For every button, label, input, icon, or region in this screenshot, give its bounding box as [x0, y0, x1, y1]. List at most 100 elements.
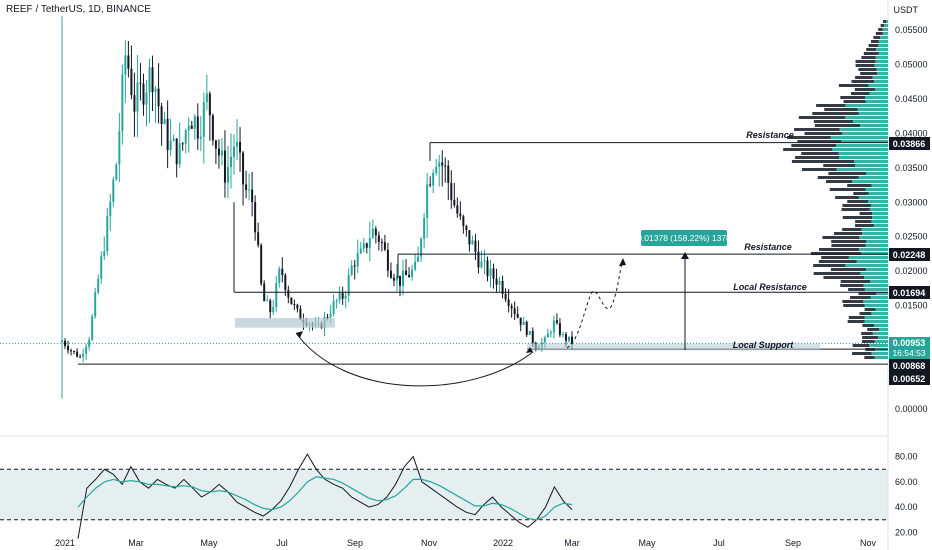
candle-body	[483, 260, 486, 262]
candle-body	[172, 138, 175, 141]
candle-body	[462, 216, 465, 226]
candle-body	[229, 156, 232, 167]
vp-bar-down	[840, 280, 871, 283]
vp-bar-down	[842, 300, 864, 303]
candle-body	[299, 308, 302, 320]
vp-bar-up	[865, 188, 888, 191]
vp-bar-down	[842, 216, 873, 219]
vp-bar-down	[797, 140, 842, 143]
vp-bar-up	[870, 204, 888, 207]
candle-body	[88, 339, 91, 347]
cup-arc	[295, 332, 534, 387]
vp-bar-down	[795, 156, 840, 159]
candle-body	[118, 131, 121, 165]
candle-body	[260, 245, 263, 284]
vp-bar-down	[823, 164, 856, 167]
candle-body	[507, 299, 510, 306]
vp-bar-down	[868, 44, 879, 47]
candle-body	[495, 278, 498, 285]
rsi-tick: 40.00	[895, 502, 918, 512]
vp-bar-down	[835, 196, 859, 199]
vp-bar-down	[804, 132, 843, 135]
vp-bar-up	[838, 152, 888, 155]
vp-bar-up	[830, 136, 888, 139]
price-tick: 0.05500	[895, 25, 928, 35]
vp-bar-up	[869, 208, 888, 211]
projection-path	[566, 261, 623, 349]
vp-bar-down	[862, 324, 875, 327]
vp-bar-up	[876, 68, 888, 71]
candle-body	[82, 353, 85, 357]
vp-bar-up	[875, 60, 888, 63]
candle-body	[341, 292, 344, 299]
vp-bar-down	[859, 312, 872, 315]
candle-body	[187, 125, 190, 131]
vp-bar-down	[787, 136, 831, 139]
candle-body	[196, 116, 199, 139]
candle-body	[106, 216, 109, 252]
candle-body	[398, 275, 401, 286]
vp-bar-down	[801, 152, 839, 155]
time-tick: Nov	[860, 538, 877, 548]
vp-bar-up	[865, 268, 888, 271]
vp-bar-down	[861, 56, 876, 59]
candle-body	[513, 308, 516, 314]
vp-bar-down	[822, 236, 860, 239]
candle-body	[335, 300, 338, 302]
candle-body	[480, 261, 483, 268]
candle-body	[377, 235, 380, 242]
candle-body	[492, 268, 495, 279]
demand-zone	[235, 318, 335, 328]
symbol-title: REEF / TetherUS, 1D, BINANCE	[6, 4, 151, 15]
candle-body	[543, 337, 546, 343]
arc-arrow-left	[296, 331, 303, 338]
candle-body	[100, 256, 103, 279]
vp-bar-up	[872, 216, 888, 219]
candle-body	[353, 265, 356, 267]
price-tick: 0.03000	[895, 197, 928, 207]
time-tick: 2022	[493, 538, 513, 548]
candle-body	[329, 313, 332, 318]
price-badges: 0.03866 0.02248 0.01694 0.00953 16:54:53…	[889, 137, 930, 385]
badge-local-support: 0.00868	[893, 361, 926, 371]
rsi-ma-line	[77, 476, 573, 521]
candle-body	[166, 118, 169, 151]
candle-body	[251, 189, 254, 202]
vp-bar-up	[878, 52, 888, 55]
candle-body	[368, 237, 371, 248]
candle-body	[356, 252, 359, 267]
vp-bar-down	[855, 220, 872, 223]
candle-body	[546, 333, 549, 338]
candle-body	[67, 345, 70, 351]
vp-bar-down	[843, 100, 866, 103]
rsi-line	[77, 453, 573, 539]
vp-bar-down	[843, 304, 865, 307]
vp-bar-up	[868, 192, 888, 195]
candle-body	[477, 251, 480, 268]
vp-bar-up	[866, 172, 888, 175]
candle-body	[489, 268, 492, 277]
vp-bar-down	[848, 316, 865, 319]
vp-bar-up	[885, 20, 888, 23]
candle-body	[525, 321, 528, 335]
vp-bar-up	[860, 272, 888, 275]
candle-body	[160, 106, 163, 124]
badge-resistance-lower: 0.02248	[893, 250, 926, 260]
candle-body	[139, 82, 142, 84]
vp-bar-up	[875, 88, 888, 91]
resistance-lower-label: Resistance	[744, 242, 792, 252]
candle-body	[414, 261, 417, 270]
candle-body	[468, 230, 471, 245]
vp-bar-up	[869, 344, 888, 347]
vp-bar-down	[850, 92, 870, 95]
time-tick: Mar	[564, 538, 580, 548]
vp-bar-down	[831, 244, 866, 247]
candles	[61, 16, 573, 399]
time-axis: 2021 Mar May Jul Sep Nov 2022 Mar May Jul Sep Nov	[55, 538, 877, 548]
candle-body	[365, 243, 368, 248]
vp-bar-up	[866, 240, 888, 243]
vp-bar-down	[847, 184, 872, 187]
candle-body	[91, 316, 94, 340]
vp-bar-up	[865, 96, 888, 99]
